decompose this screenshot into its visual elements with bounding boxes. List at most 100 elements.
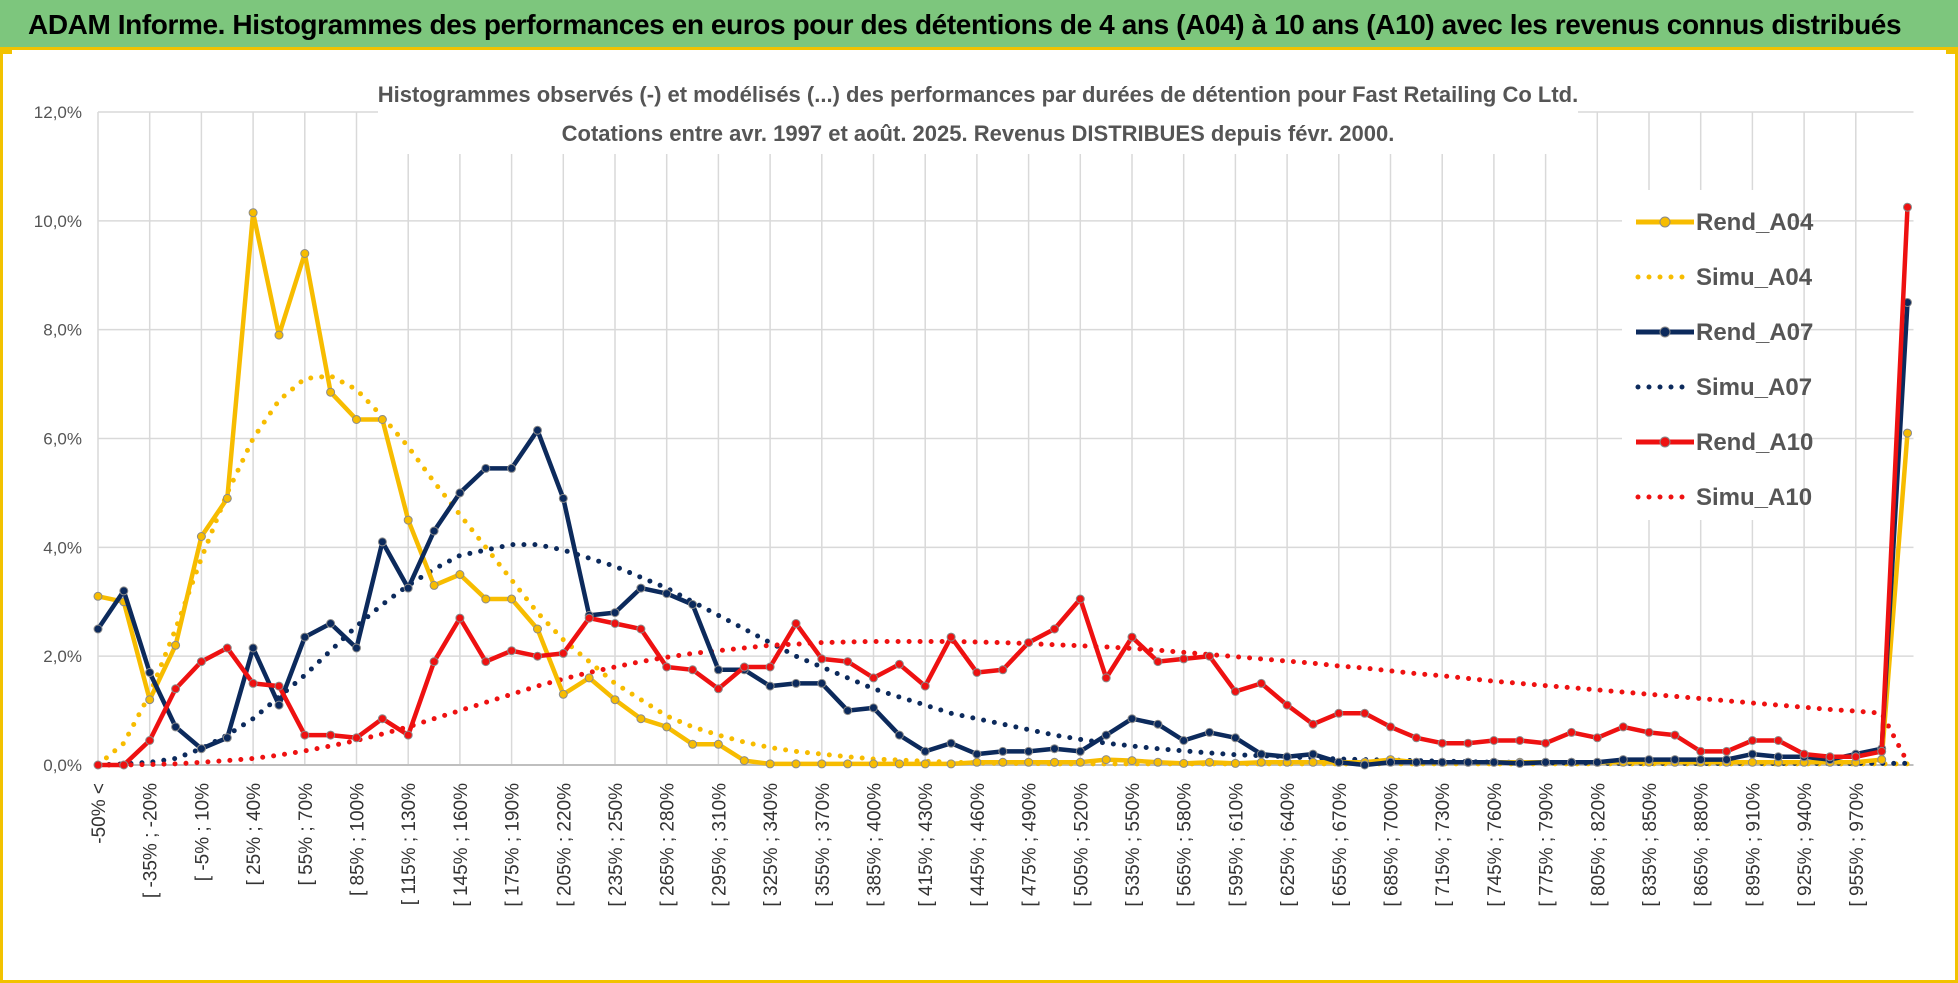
x-tick-label: [ 625% ; 640%: [1278, 783, 1299, 907]
x-tick-label: [ 415% ; 430%: [916, 783, 937, 907]
point-rend-a04: [817, 759, 827, 769]
point-rend-a10: [274, 681, 284, 691]
point-rend-a07: [352, 643, 361, 653]
point-rend-a04: [1101, 755, 1111, 765]
x-tick-label: [ 835% ; 850%: [1640, 783, 1661, 907]
point-rend-a07: [946, 738, 956, 748]
point-rend-a10: [558, 648, 568, 658]
point-rend-a07: [1153, 719, 1163, 729]
point-rend-a10: [1825, 752, 1835, 762]
legend-marker-rend-a07: [1659, 326, 1671, 338]
point-rend-a07: [972, 749, 982, 759]
legend-marker-rend-a10: [1659, 436, 1671, 448]
point-rend-a10: [972, 668, 982, 677]
point-rend-a07: [1696, 755, 1706, 765]
x-tick-label: [ 145% ; 160%: [451, 783, 472, 907]
point-rend-a07: [1541, 757, 1551, 767]
point-rend-a07: [1515, 758, 1525, 768]
y-tick-label: 2,0%: [43, 647, 82, 666]
x-tick-label: [ 655% ; 670%: [1330, 783, 1351, 907]
point-rend-a07: [1618, 755, 1628, 765]
point-rend-a10: [713, 684, 723, 694]
point-rend-a04: [610, 695, 620, 705]
point-rend-a10: [1075, 594, 1085, 604]
point-rend-a10: [1386, 722, 1395, 732]
point-rend-a10: [1851, 752, 1861, 762]
legend-label-simu-a04: Simu_A04: [1696, 264, 1813, 291]
point-rend-a10: [739, 662, 749, 672]
point-rend-a04: [662, 722, 672, 732]
chart-title-line2: Cotations entre avr. 1997 et août. 2025.…: [562, 121, 1395, 146]
point-rend-a04: [507, 594, 517, 604]
point-rend-a10: [610, 619, 620, 628]
x-tick-label: [ 205% ; 220%: [554, 783, 575, 907]
x-tick-label: [ 475% ; 490%: [1020, 783, 1041, 907]
chart-frame: [0, 50, 1958, 983]
point-rend-a04: [533, 624, 542, 634]
point-rend-a07: [1644, 755, 1654, 765]
x-tick-label: -50% <: [89, 783, 110, 844]
point-rend-a10: [1747, 736, 1757, 745]
point-rend-a10: [1205, 651, 1214, 661]
point-rend-a07: [1360, 760, 1370, 770]
x-tick-label: [ 55% ; 70%: [296, 783, 317, 886]
point-rend-a10: [1773, 736, 1783, 745]
point-rend-a04: [765, 759, 775, 769]
x-tick-label: [ 715% ; 730%: [1433, 783, 1454, 907]
point-rend-a10: [1360, 708, 1370, 718]
point-rend-a04: [481, 594, 491, 604]
point-rend-a04: [1256, 757, 1266, 767]
point-rend-a04: [1127, 756, 1137, 766]
point-rend-a10: [688, 665, 698, 675]
point-rend-a10: [119, 760, 129, 770]
point-rend-a07: [1567, 757, 1576, 767]
point-rend-a10: [352, 733, 361, 743]
y-tick-label: 10,0%: [34, 212, 82, 231]
point-rend-a07: [1256, 749, 1266, 759]
point-rend-a10: [507, 646, 517, 656]
y-tick-label: 0,0%: [43, 756, 82, 775]
y-tick-label: 6,0%: [43, 430, 82, 449]
point-rend-a07: [222, 733, 232, 743]
point-rend-a07: [533, 425, 542, 435]
point-rend-a04: [1877, 755, 1887, 765]
point-rend-a07: [403, 583, 413, 593]
point-rend-a10: [248, 678, 258, 688]
x-tick-label: [ 25% ; 40%: [244, 783, 265, 886]
y-tick-label: 8,0%: [43, 321, 82, 340]
point-rend-a04: [196, 532, 206, 541]
point-rend-a07: [713, 665, 723, 675]
point-rend-a10: [455, 613, 465, 623]
point-rend-a04: [1747, 757, 1757, 767]
point-rend-a04: [843, 759, 853, 769]
point-rend-a07: [688, 600, 698, 609]
point-rend-a07: [1075, 746, 1085, 756]
x-tick-label: [ 295% ; 310%: [709, 783, 730, 907]
point-rend-a04: [429, 580, 439, 590]
series-line-simu-a10: [95, 639, 1910, 768]
point-rend-a04: [145, 695, 155, 705]
point-rend-a10: [1722, 746, 1732, 756]
x-tick-label: [ 325% ; 340%: [761, 783, 782, 907]
point-rend-a04: [894, 759, 904, 769]
corner-accent-left: [0, 50, 12, 54]
x-tick-label: [ 235% ; 250%: [606, 783, 627, 907]
point-rend-a04: [1050, 757, 1059, 767]
point-rend-a10: [429, 657, 439, 667]
point-rend-a10: [403, 730, 413, 740]
legend: Rend_A04 Simu_A04 Rend_A07 Simu_A07 Rend_A10…: [1635, 209, 1814, 511]
point-rend-a07: [171, 722, 181, 732]
point-rend-a10: [791, 619, 801, 628]
point-rend-a04: [946, 759, 956, 769]
x-tick-label: [ 355% ; 370%: [813, 783, 834, 907]
x-tick-label: [ 685% ; 700%: [1382, 783, 1403, 907]
point-rend-a04: [1205, 757, 1214, 767]
point-rend-a10: [171, 684, 181, 694]
point-rend-a10: [1282, 700, 1292, 710]
x-tick-label: [ 955% ; 970%: [1847, 783, 1868, 907]
point-rend-a10: [1644, 727, 1654, 737]
point-rend-a10: [636, 624, 646, 634]
point-rend-a04: [558, 689, 568, 699]
point-rend-a07: [1050, 744, 1059, 754]
point-rend-a04: [1230, 758, 1240, 768]
